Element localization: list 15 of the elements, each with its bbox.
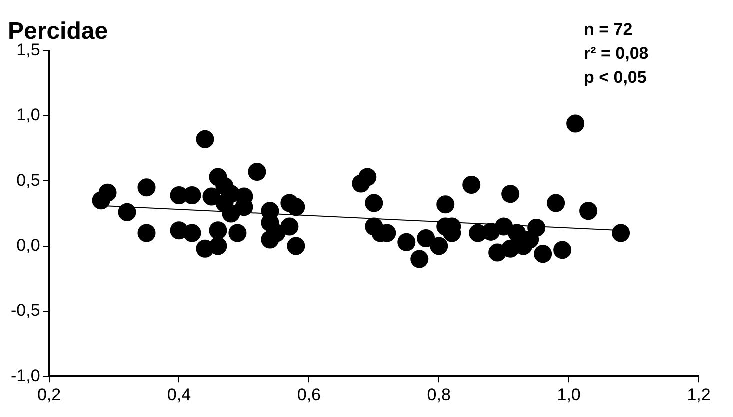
x-tick-label: 0,8: [427, 385, 451, 404]
y-tick-label: 1,0: [16, 106, 40, 125]
text: n = 72: [584, 20, 633, 40]
annotation: p < 0,05: [584, 68, 647, 88]
x-tick-label: 0,4: [167, 385, 192, 404]
x-tick-label: 1,2: [687, 385, 711, 404]
x-tick-label: 0,6: [297, 385, 321, 404]
y-tick-label: 0,5: [16, 170, 40, 190]
annotation: r² = 0,08: [584, 44, 649, 64]
y-tick-label: 0,0: [16, 236, 40, 255]
y-tick-label: -0,5: [10, 301, 40, 320]
y-tick-label: -1,0: [10, 366, 40, 386]
y-tick-label: 1,5: [16, 40, 40, 60]
x-tick-label: 0,2: [37, 385, 62, 404]
x-tick-label: 1,0: [557, 385, 581, 404]
